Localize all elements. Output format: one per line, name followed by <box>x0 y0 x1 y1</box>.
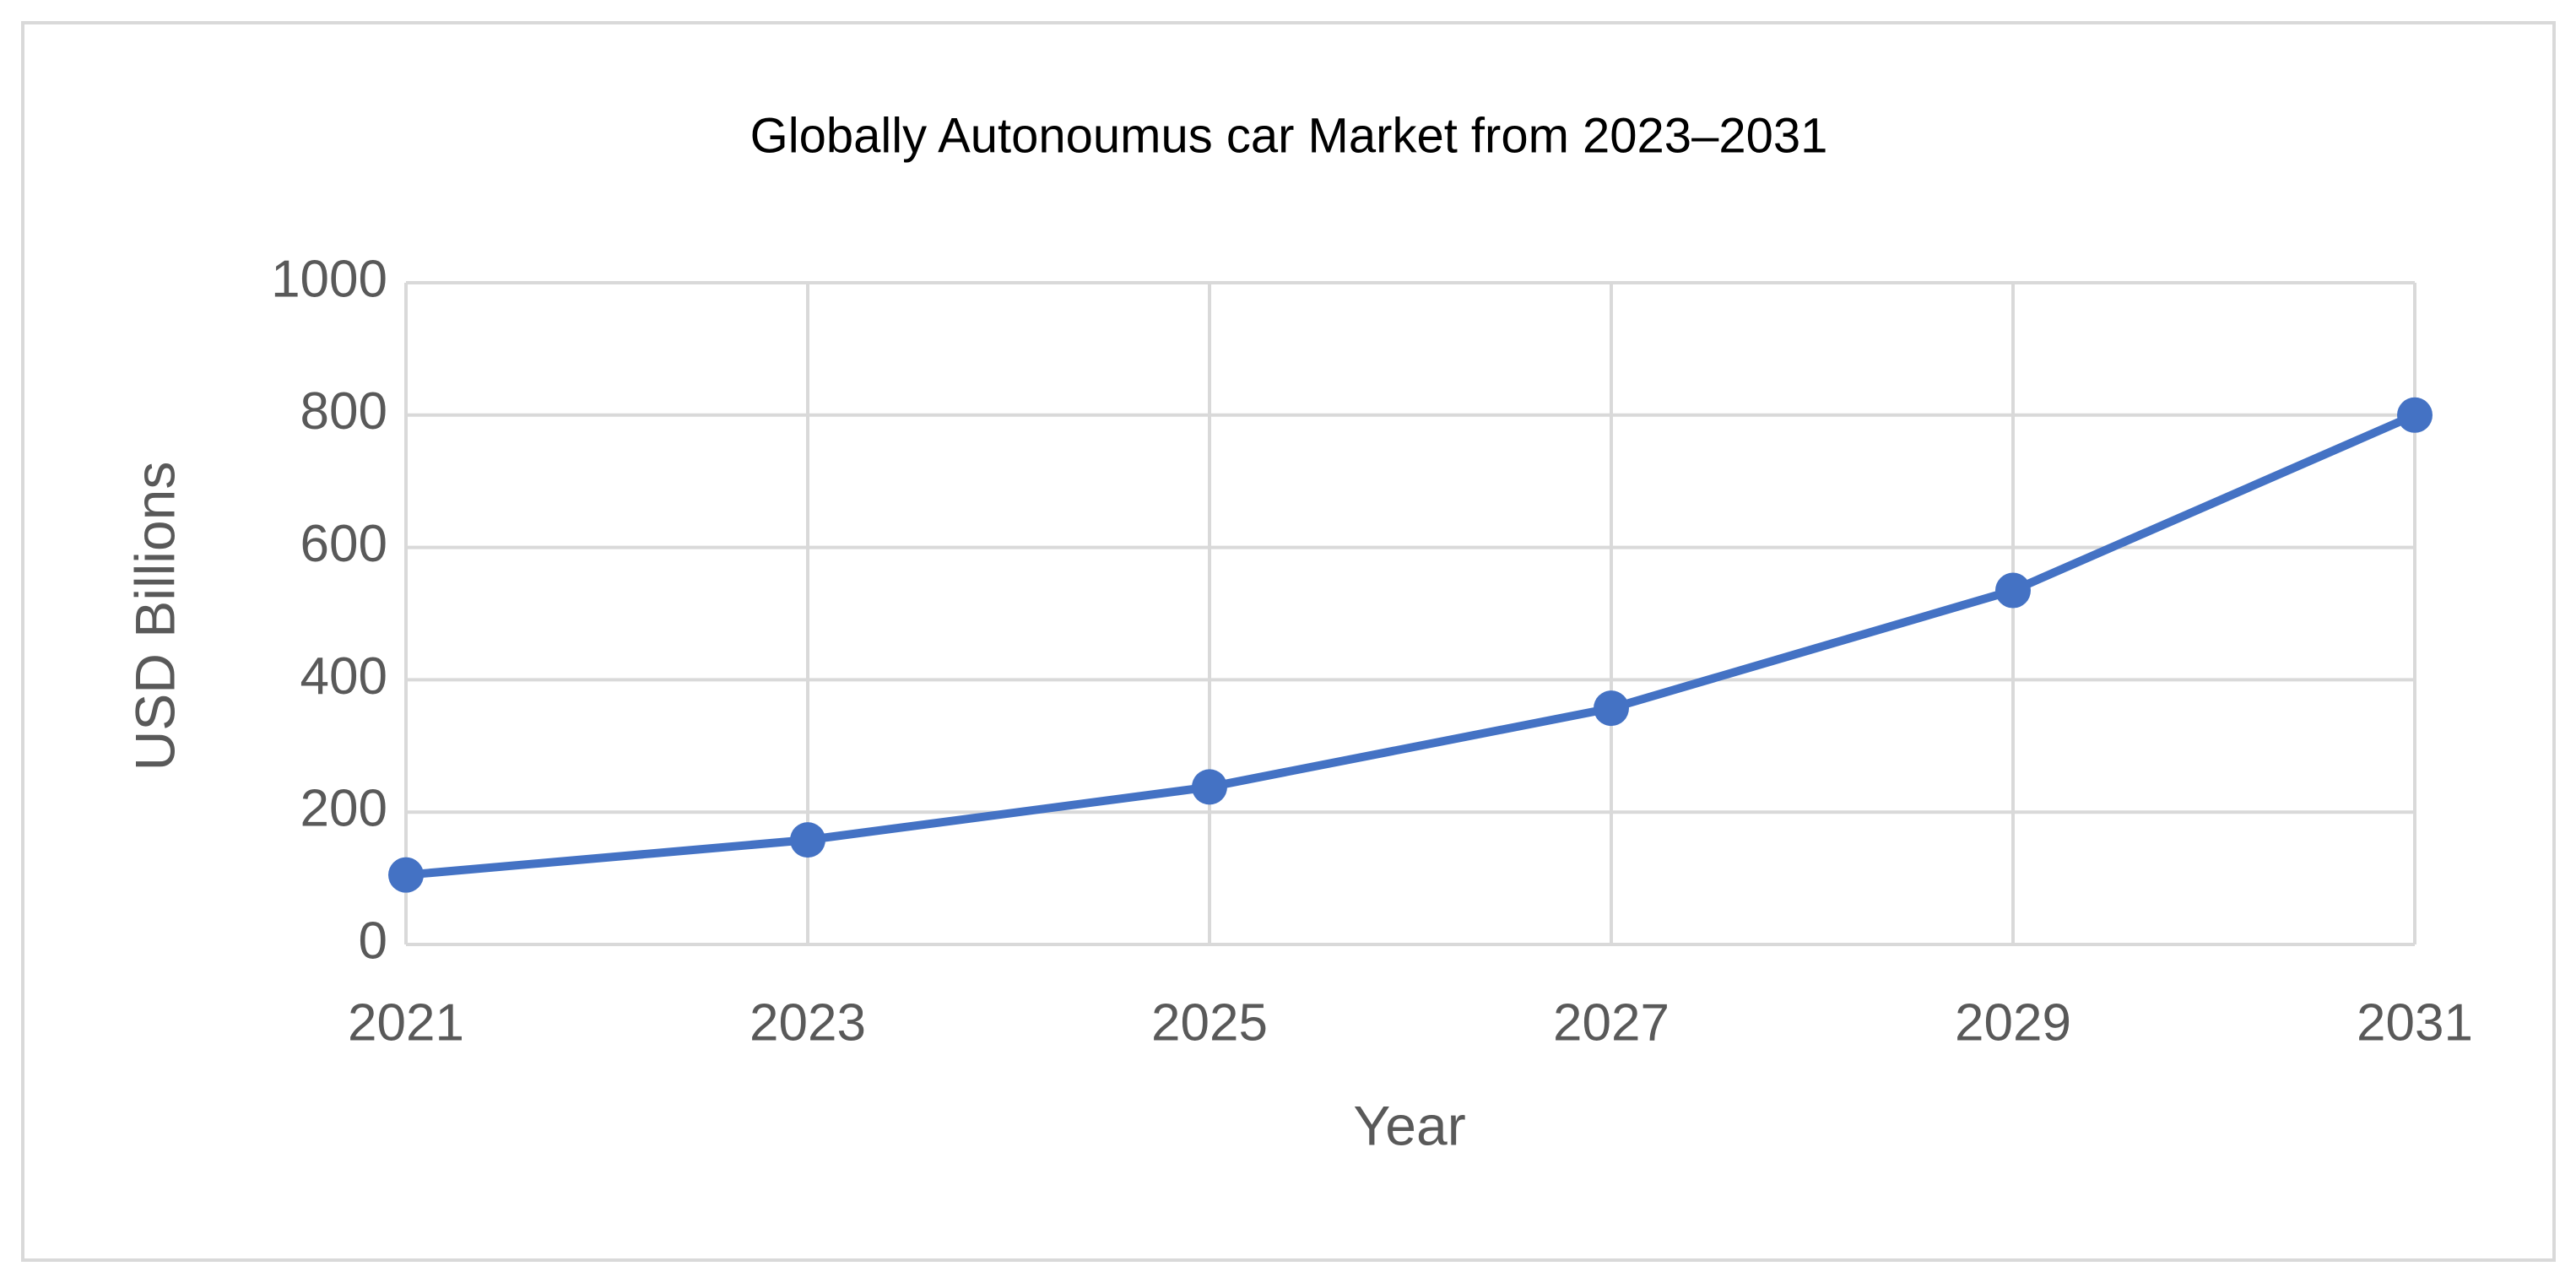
data-point <box>1192 769 1227 805</box>
data-point <box>1594 690 1629 727</box>
data-line <box>405 411 2417 879</box>
y-tick-label: 200 <box>300 780 387 838</box>
data-point <box>1995 572 2031 609</box>
y-axis-label: USD Billions <box>123 462 186 771</box>
y-tick-label: 0 <box>359 912 387 970</box>
x-tick-label: 2023 <box>750 993 866 1052</box>
chart-border <box>21 21 2556 1262</box>
x-tick-label: 2027 <box>1553 993 1670 1052</box>
y-tick-label: 800 <box>300 382 387 441</box>
x-tick-label: 2031 <box>2357 993 2473 1052</box>
x-tick-label: 2021 <box>348 993 464 1052</box>
y-tick-label: 600 <box>300 515 387 573</box>
data-point <box>790 822 825 858</box>
chart-title: Globally Autonoumus car Market from 2023… <box>750 108 1828 163</box>
x-axis-label: Year <box>1353 1094 1465 1156</box>
y-tick-label: 400 <box>300 647 387 706</box>
x-tick-label: 2025 <box>1151 993 1268 1052</box>
data-point <box>388 857 424 893</box>
x-tick-label: 2029 <box>1955 993 2071 1052</box>
y-tick-label: 1000 <box>271 250 387 308</box>
data-point <box>2397 397 2433 433</box>
